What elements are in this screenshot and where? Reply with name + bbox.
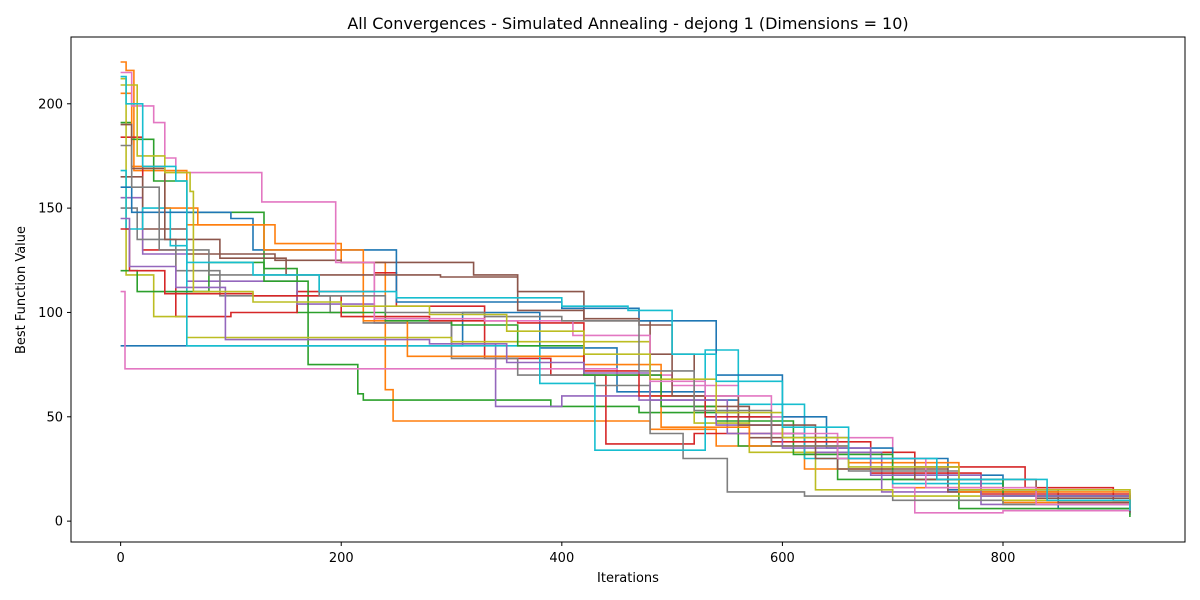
chart-title: All Convergences - Simulated Annealing -… xyxy=(347,14,908,33)
y-tick-label: 0 xyxy=(55,515,63,530)
series-line xyxy=(120,123,1131,513)
series-line xyxy=(120,136,1131,505)
x-tick-label: 0 xyxy=(116,551,124,566)
axis-ticks: 0 200 400 600 800 0 50 100 150 200 xyxy=(38,97,1015,566)
y-tick-label: 50 xyxy=(46,410,63,425)
x-tick-label: 400 xyxy=(549,551,574,566)
x-axis-label: Iterations xyxy=(597,571,659,586)
y-tick-label: 150 xyxy=(38,202,63,217)
x-tick-label: 200 xyxy=(329,551,354,566)
y-tick-label: 200 xyxy=(38,97,63,112)
plot-area xyxy=(120,61,1131,517)
series-line xyxy=(120,75,1131,511)
x-tick-label: 800 xyxy=(991,551,1016,566)
axes-frame xyxy=(70,36,1186,543)
x-tick-label: 600 xyxy=(770,551,795,566)
y-tick-label: 100 xyxy=(38,306,63,321)
y-axis-label: Best Function Value xyxy=(14,226,29,354)
series-line xyxy=(120,84,1131,507)
